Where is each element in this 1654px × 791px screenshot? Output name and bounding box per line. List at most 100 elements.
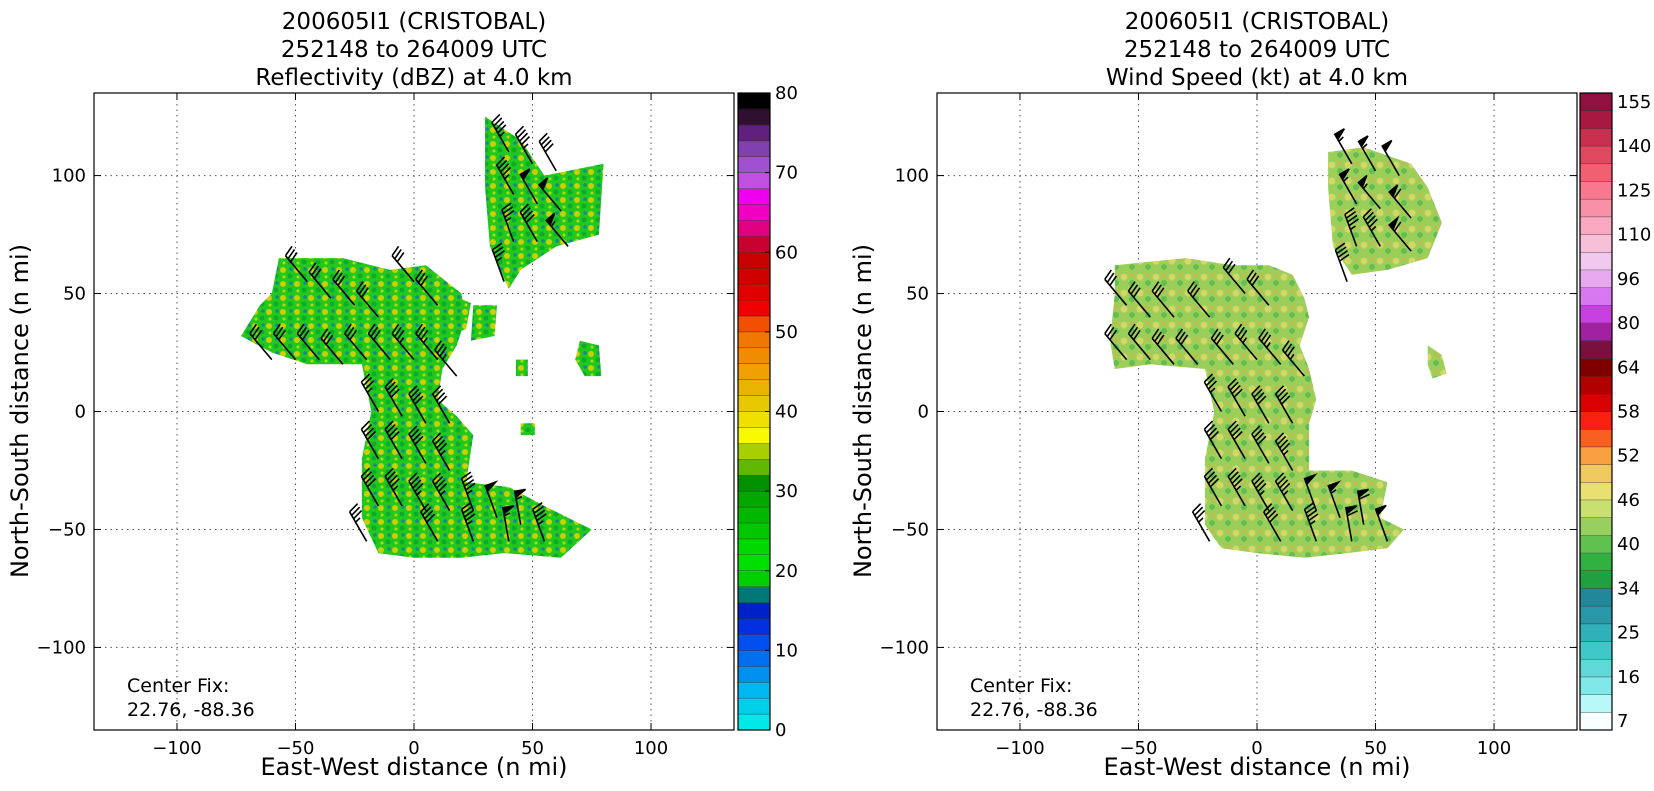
colorbar-tick-label: 60 — [775, 242, 798, 263]
colorbar-tick-label: 70 — [775, 163, 798, 184]
x-axis-label: East-West distance (n mi) — [260, 753, 567, 781]
wind-barb — [1263, 503, 1282, 542]
chart-title-line-2: 252148 to 264009 UTC — [281, 37, 547, 63]
wind-barb — [1356, 488, 1370, 525]
colorbar-cell — [738, 586, 770, 603]
wind-barb — [1191, 503, 1211, 542]
colorbar-cell — [738, 507, 770, 524]
wind-barb — [1303, 473, 1318, 511]
wind-barb — [545, 212, 569, 247]
y-tick-label: 0 — [918, 402, 929, 423]
colorbar-cell — [1580, 588, 1612, 607]
wind-barb — [308, 262, 332, 299]
y-axis-label: North-South distance (n mi) — [6, 244, 34, 578]
colorbar: 7 16 25 34 40 46 52 58 64 80 96 110 125 140 155 — [1579, 92, 1651, 732]
colorbar-cell — [1580, 340, 1612, 359]
colorbar-tick-label: 40 — [775, 402, 798, 423]
axis-ticks: −100 −50 0 50 100 −100 −50 0 50 100 — [880, 93, 1577, 759]
y-tick-label: 0 — [75, 402, 86, 423]
colorbar-cell — [738, 188, 770, 205]
wind-barb — [1388, 184, 1412, 219]
colorbar-tick-label: 0 — [775, 720, 786, 741]
x-tick-label: 50 — [521, 738, 544, 759]
colorbar-cell — [1580, 411, 1612, 430]
colorbar-cell — [1580, 323, 1612, 342]
data-layer — [1110, 147, 1447, 558]
x-tick-label: 50 — [1364, 738, 1387, 759]
colorbar-cell — [738, 284, 770, 301]
colorbar-cell — [1580, 287, 1612, 306]
y-tick-label: −100 — [880, 637, 929, 658]
wind-speed-panel: 200605I1 (CRISTOBAL) 252148 to 264009 UT… — [849, 9, 1651, 781]
colorbar-cell — [738, 331, 770, 349]
wind-barb — [491, 242, 505, 282]
wind-barb — [249, 323, 273, 361]
wind-barbs — [249, 113, 569, 542]
wind-barb — [1203, 373, 1223, 412]
colorbar-cell — [738, 554, 770, 572]
wind-barb — [272, 323, 297, 361]
colorbar-tick-label: 155 — [1617, 92, 1651, 113]
colorbar-tick-label: 40 — [1617, 534, 1640, 555]
colorbar-cell — [1580, 676, 1612, 696]
center-fix-value: 22.76, -88.36 — [970, 699, 1098, 721]
wind-barb — [513, 488, 527, 525]
colorbar-cell — [738, 236, 770, 253]
colorbar-tick-label: 16 — [1617, 667, 1640, 688]
data-region — [1110, 258, 1404, 558]
wind-barb — [460, 471, 476, 511]
colorbar-cell — [738, 172, 770, 189]
wind-barb — [384, 420, 403, 460]
chart-title-line-1: 200605I1 (CRISTOBAL) — [282, 9, 546, 35]
colorbar-cell — [1580, 641, 1612, 660]
x-tick-label: −100 — [995, 738, 1044, 759]
wind-barb — [1210, 328, 1234, 365]
data-region — [575, 340, 602, 377]
wind-barb — [1381, 139, 1400, 176]
wind-barb — [384, 467, 403, 507]
x-tick-label: 0 — [1251, 738, 1262, 759]
wind-barb — [1274, 432, 1294, 471]
colorbar-tick-label: 80 — [1617, 313, 1640, 334]
y-tick-label: −100 — [37, 637, 86, 658]
colorbar-cell — [1580, 128, 1612, 147]
wind-barb — [1203, 467, 1223, 507]
colorbar-tick-label: 7 — [1617, 711, 1628, 732]
axis-ticks: −100 −50 0 50 100 −100 −50 0 50 100 — [37, 93, 734, 759]
colorbar-tick-label: 50 — [775, 322, 798, 343]
colorbar-cell — [1580, 358, 1612, 377]
wind-barb — [1334, 242, 1350, 282]
colorbar-cell — [738, 93, 770, 110]
wind-barb — [420, 503, 439, 542]
colorbar-cell — [738, 475, 770, 492]
wind-barb — [1175, 328, 1199, 365]
colorbar-cell — [738, 124, 770, 142]
wind-barb — [1258, 328, 1282, 365]
colorbar-cell — [738, 379, 770, 396]
colorbar-tick-label: 140 — [1617, 136, 1651, 157]
y-tick-label: 100 — [52, 166, 86, 187]
colorbar-cell — [1580, 659, 1612, 678]
x-axis-label: East-West distance (n mi) — [1103, 753, 1410, 781]
wind-barb — [391, 323, 415, 361]
colorbar-cell — [738, 459, 770, 476]
data-region — [485, 116, 604, 289]
colorbar-cell — [738, 140, 770, 158]
colorbar-cell — [1580, 429, 1612, 448]
chart-title-line-2: 252148 to 264009 UTC — [1124, 37, 1390, 63]
wind-barb — [320, 328, 344, 365]
wind-barb — [408, 385, 427, 424]
wind-barb — [484, 480, 499, 518]
reflectivity-panel: 200605I1 (CRISTOBAL) 252148 to 264009 UT… — [6, 9, 798, 781]
wind-barb — [408, 425, 427, 464]
colorbar-cell — [738, 315, 770, 333]
colorbar-tick-label: 46 — [1617, 490, 1640, 511]
wind-barb — [1344, 505, 1358, 542]
wind-barb — [415, 323, 439, 361]
wind-barb — [360, 373, 380, 412]
wind-barb — [1127, 281, 1151, 318]
wind-barb — [284, 245, 308, 283]
wind-barb — [1246, 269, 1270, 306]
colorbar-cell — [1580, 199, 1612, 218]
wind-barb — [1303, 502, 1319, 542]
